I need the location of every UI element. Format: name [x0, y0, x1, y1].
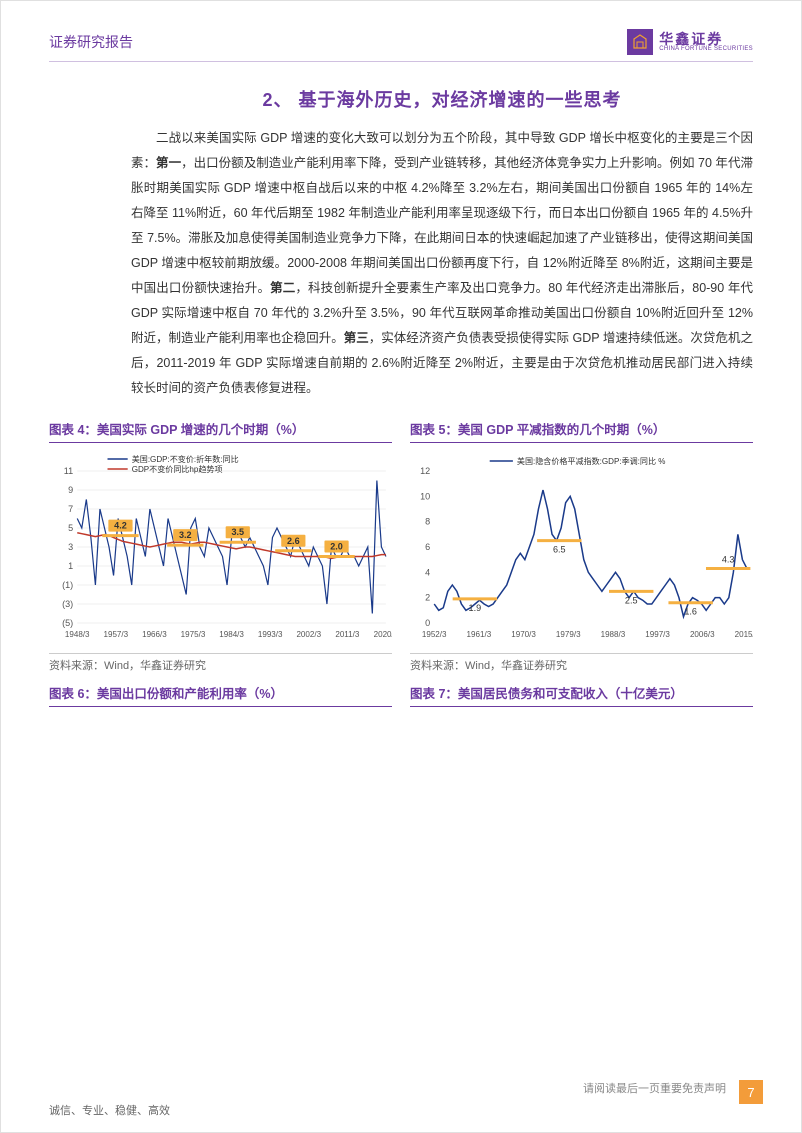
svg-text:(3): (3): [62, 599, 73, 609]
svg-text:4.2: 4.2: [114, 521, 127, 531]
svg-text:1.9: 1.9: [469, 603, 482, 613]
chart-4-title: 图表 4：美国实际 GDP 增速的几个时期（%）: [49, 419, 392, 443]
svg-text:1.6: 1.6: [684, 607, 697, 617]
svg-text:1966/3: 1966/3: [142, 630, 167, 639]
page-number: 7: [739, 1080, 763, 1104]
svg-text:2015/3: 2015/3: [735, 630, 753, 639]
body-bold-3: 第三: [344, 331, 369, 345]
body-bold-2: 第二: [270, 281, 295, 295]
svg-text:0: 0: [425, 618, 430, 628]
chart-6-title: 图表 6：美国出口份额和产能利用率（%）: [49, 683, 392, 707]
svg-text:2.5: 2.5: [625, 595, 638, 605]
svg-text:2.0: 2.0: [330, 542, 343, 552]
page-footer: 请阅读最后一页重要免责声明 7 诚信、专业、稳健、高效: [1, 1072, 801, 1132]
report-type-label: 证券研究报告: [49, 32, 133, 52]
svg-text:2: 2: [425, 593, 430, 603]
svg-text:美国:隐含价格平减指数:GDP:季调:同比 %: 美国:隐含价格平减指数:GDP:季调:同比 %: [517, 456, 666, 466]
svg-text:2011/3: 2011/3: [335, 630, 360, 639]
logo-icon: [627, 29, 653, 55]
svg-text:11: 11: [64, 466, 73, 476]
svg-text:1993/3: 1993/3: [258, 630, 283, 639]
company-name-cn: 华鑫证券: [659, 32, 753, 46]
chart-4-source: 资料来源：Wind，华鑫证券研究: [49, 653, 392, 673]
svg-text:(5): (5): [62, 618, 73, 628]
svg-text:4: 4: [425, 567, 430, 577]
svg-text:5: 5: [68, 523, 73, 533]
svg-text:3.2: 3.2: [179, 530, 192, 540]
chart-5-title: 图表 5：美国 GDP 平减指数的几个时期（%）: [410, 419, 753, 443]
footer-disclaimer: 请阅读最后一页重要免责声明: [583, 1080, 726, 1096]
svg-text:7: 7: [68, 504, 73, 514]
svg-text:6.5: 6.5: [553, 545, 566, 555]
svg-text:GDP不变价同比hp趋势项: GDP不变价同比hp趋势项: [132, 464, 223, 474]
body-paragraph: 二战以来美国实际 GDP 增速的变化大致可以划分为五个阶段，其中导致 GDP 增…: [1, 112, 801, 401]
charts-row-1: 图表 4：美国实际 GDP 增速的几个时期（%） (5) (3) (1) 1 3 5 7 9 1…: [1, 401, 801, 673]
chart-5-cell: 图表 5：美国 GDP 平减指数的几个时期（%） 0 2 4 6 8 10 12 1952/3…: [410, 419, 753, 673]
chart-4: (5) (3) (1) 1 3 5 7 9 11 1948/3 1957/3 1966/3 1975/3…: [49, 449, 392, 649]
chart-4-cell: 图表 4：美国实际 GDP 增速的几个时期（%） (5) (3) (1) 1 3 5 7 9 1…: [49, 419, 392, 673]
svg-text:10: 10: [420, 491, 430, 501]
chart-7-cell: 图表 7：美国居民债务和可支配收入（十亿美元）: [410, 683, 753, 713]
svg-text:1975/3: 1975/3: [181, 630, 206, 639]
svg-text:1961/3: 1961/3: [467, 630, 492, 639]
chart-6-cell: 图表 6：美国出口份额和产能利用率（%）: [49, 683, 392, 713]
svg-text:12: 12: [420, 466, 430, 476]
svg-text:8: 8: [425, 517, 430, 527]
page-header: 证券研究报告 华鑫证券 CHINA FORTUNE SECURITIES: [1, 1, 801, 61]
svg-text:1997/3: 1997/3: [645, 630, 670, 639]
chart-5-source: 资料来源：Wind，华鑫证券研究: [410, 653, 753, 673]
company-logo: 华鑫证券 CHINA FORTUNE SECURITIES: [627, 29, 753, 55]
svg-text:1957/3: 1957/3: [104, 630, 129, 639]
logo-text: 华鑫证券 CHINA FORTUNE SECURITIES: [659, 32, 753, 52]
chart-5: 0 2 4 6 8 10 12 1952/3 1961/3 1970/3 1979/3 1988/3 1…: [410, 449, 753, 649]
svg-text:6: 6: [425, 542, 430, 552]
svg-text:1948/3: 1948/3: [65, 630, 90, 639]
charts-row-2: 图表 6：美国出口份额和产能利用率（%） 图表 7：美国居民债务和可支配收入（十…: [1, 673, 801, 713]
chart-7-title: 图表 7：美国居民债务和可支配收入（十亿美元）: [410, 683, 753, 707]
svg-text:1: 1: [68, 561, 73, 571]
section-heading: 2、 基于海外历史，对经济增速的一些思考: [1, 86, 801, 112]
svg-text:3.5: 3.5: [231, 527, 244, 537]
body-seg-c: ，出口份额及制造业产能利用率下降，受到产业链转移，其他经济体竞争实力上升影响。例…: [131, 156, 753, 295]
svg-text:1988/3: 1988/3: [601, 630, 626, 639]
svg-text:2020/3: 2020/3: [374, 630, 392, 639]
body-bold-1: 第一: [156, 156, 181, 170]
svg-text:美国:GDP:不变价:折年数:同比: 美国:GDP:不变价:折年数:同比: [132, 454, 239, 464]
header-divider: [49, 61, 753, 62]
svg-text:9: 9: [68, 485, 73, 495]
svg-text:(1): (1): [62, 580, 73, 590]
svg-text:2.6: 2.6: [287, 536, 300, 546]
svg-text:2006/3: 2006/3: [690, 630, 715, 639]
svg-text:1984/3: 1984/3: [219, 630, 244, 639]
svg-text:2002/3: 2002/3: [296, 630, 321, 639]
company-name-en: CHINA FORTUNE SECURITIES: [659, 46, 753, 52]
svg-text:1979/3: 1979/3: [556, 630, 581, 639]
svg-text:1970/3: 1970/3: [511, 630, 536, 639]
svg-text:3: 3: [68, 542, 73, 552]
svg-text:1952/3: 1952/3: [422, 630, 447, 639]
svg-text:4.3: 4.3: [722, 555, 735, 565]
footer-motto: 诚信、专业、稳健、高效: [49, 1102, 170, 1118]
